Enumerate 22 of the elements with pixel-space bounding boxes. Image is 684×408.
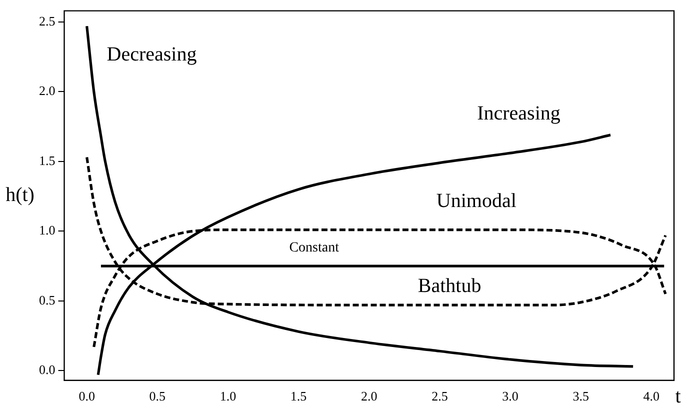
x-axis-title: t [675, 386, 682, 408]
series-label: Unimodal [436, 190, 517, 212]
y-tick-label: 0.5 [39, 292, 56, 308]
y-tick-label: 2.0 [39, 83, 56, 98]
x-tick-label: 0.5 [149, 388, 166, 404]
series-label: Decreasing [106, 44, 197, 66]
x-tick-label: 1.5 [290, 388, 307, 404]
y-tick-label: 1.0 [39, 222, 56, 238]
series-label: Constant [289, 240, 340, 256]
x-tick-label: 2.5 [432, 388, 448, 404]
x-tick-label: 0.0 [78, 388, 95, 404]
series-label: Increasing [477, 102, 560, 124]
x-tick-label: 4.0 [643, 388, 660, 404]
x-tick-label: 3.5 [572, 388, 589, 404]
y-tick-label: 1.5 [39, 152, 56, 168]
y-tick-label: 2.5 [39, 13, 56, 28]
x-tick-label: 1.0 [220, 388, 236, 404]
x-tick-label: 2.0 [361, 388, 378, 404]
y-axis-title: h(t) [6, 184, 34, 206]
series-label: Bathtub [418, 275, 482, 298]
x-tick-label: 3.0 [502, 388, 518, 404]
y-tick-label: 0.0 [39, 362, 56, 378]
